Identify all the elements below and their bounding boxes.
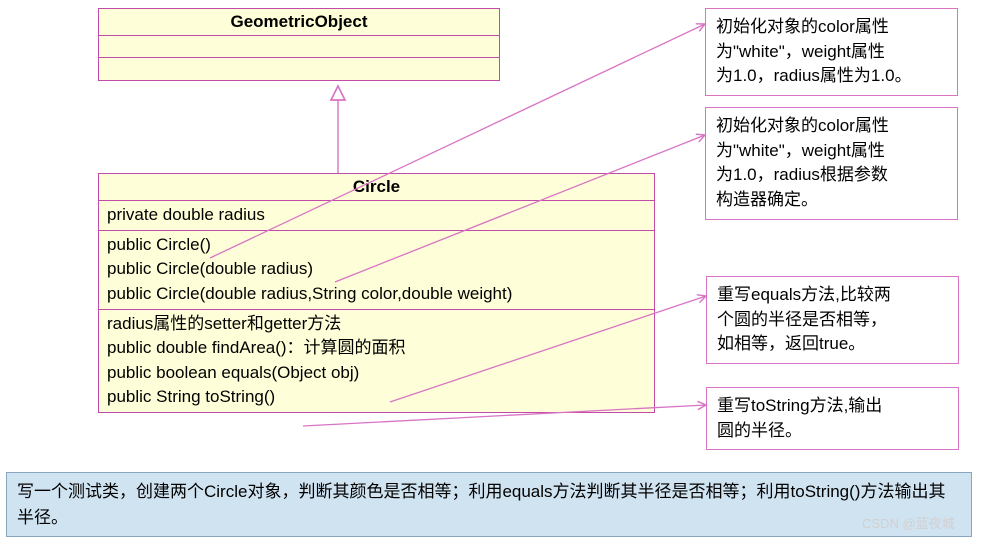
uml-constructor: public Circle(double radius) bbox=[107, 257, 646, 282]
note-line: 圆的半径。 bbox=[717, 419, 948, 444]
uml-constructor: public Circle(double radius,String color… bbox=[107, 282, 646, 307]
note-box-3: 重写equals方法,比较两 个圆的半径是否相等， 如相等，返回true。 bbox=[706, 276, 959, 364]
uml-method: public double findArea()：计算圆的面积 bbox=[107, 336, 646, 361]
note-line: 初始化对象的color属性 bbox=[716, 15, 947, 40]
uml-attribute: private double radius bbox=[107, 203, 646, 228]
note-box-4: 重写toString方法,输出 圆的半径。 bbox=[706, 387, 959, 450]
note-line: 个圆的半径是否相等， bbox=[717, 308, 948, 333]
note-line: 重写equals方法,比较两 bbox=[717, 283, 948, 308]
uml-methods-section bbox=[99, 58, 499, 80]
note-line: 初始化对象的color属性 bbox=[716, 114, 947, 139]
uml-method: public boolean equals(Object obj) bbox=[107, 361, 646, 386]
note-line: 为1.0，radius属性为1.0。 bbox=[716, 64, 947, 89]
uml-method: public String toString() bbox=[107, 385, 646, 410]
uml-title: GeometricObject bbox=[99, 9, 499, 36]
uml-class-geometricobject: GeometricObject bbox=[98, 8, 500, 81]
uml-method: radius属性的setter和getter方法 bbox=[107, 312, 646, 337]
uml-methods-section: radius属性的setter和getter方法 public double f… bbox=[99, 310, 654, 413]
uml-attributes-section: private double radius bbox=[99, 201, 654, 231]
note-box-1: 初始化对象的color属性 为"white"，weight属性 为1.0，rad… bbox=[705, 8, 958, 96]
uml-title: Circle bbox=[99, 174, 654, 201]
note-line: 重写toString方法,输出 bbox=[717, 394, 948, 419]
note-line: 为"white"，weight属性 bbox=[716, 139, 947, 164]
uml-constructor: public Circle() bbox=[107, 233, 646, 258]
watermark: CSDN @蓝夜城 bbox=[862, 513, 955, 532]
note-line: 为"white"，weight属性 bbox=[716, 40, 947, 65]
note-line: 为1.0，radius根据参数 bbox=[716, 163, 947, 188]
uml-constructors-section: public Circle() public Circle(double rad… bbox=[99, 231, 654, 310]
uml-attributes-section bbox=[99, 36, 499, 58]
uml-class-circle: Circle private double radius public Circ… bbox=[98, 173, 655, 413]
note-line: 如相等，返回true。 bbox=[717, 332, 948, 357]
note-box-2: 初始化对象的color属性 为"white"，weight属性 为1.0，rad… bbox=[705, 107, 958, 220]
note-line: 构造器确定。 bbox=[716, 188, 947, 213]
footer-text: 写一个测试类，创建两个Circle对象，判断其颜色是否相等；利用equals方法… bbox=[17, 482, 945, 527]
footer-instruction: 写一个测试类，创建两个Circle对象，判断其颜色是否相等；利用equals方法… bbox=[6, 472, 972, 537]
